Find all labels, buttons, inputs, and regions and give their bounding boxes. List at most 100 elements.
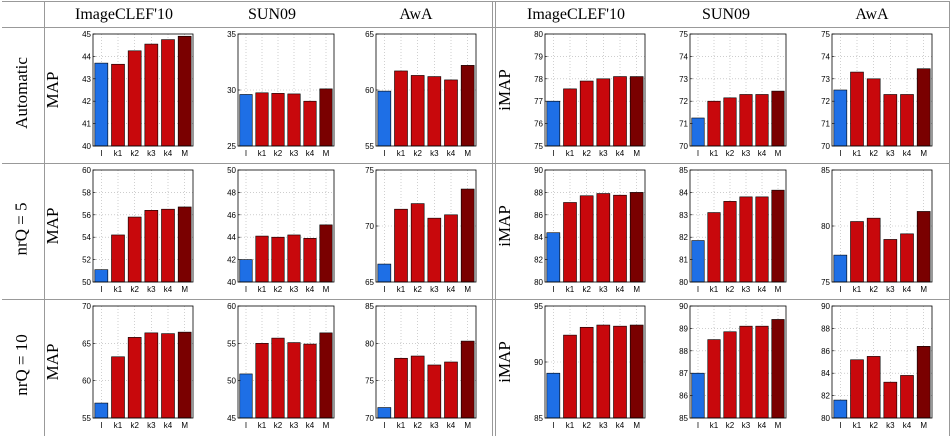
bar-k1 (394, 357, 408, 419)
x-tick-label: k3 (290, 285, 299, 294)
x-tick-label: k1 (853, 421, 862, 430)
y-tick-label: 40 (227, 278, 236, 287)
x-tick-label: k2 (274, 285, 283, 294)
bar-M (629, 76, 644, 147)
bar-k4 (613, 194, 627, 283)
y-tick-label: 30 (227, 86, 236, 95)
axis-frame (237, 305, 335, 419)
x-tick-label: k1 (853, 285, 862, 294)
x-tick-label: I (100, 421, 102, 430)
x-tick-label: k3 (742, 285, 751, 294)
x-tick-label: I (245, 149, 247, 158)
x-tick-label: k4 (164, 421, 173, 430)
x-tick-label: k1 (853, 149, 862, 158)
bar-I (239, 259, 253, 283)
x-tick-label: k2 (413, 149, 422, 158)
bar-k3 (883, 94, 898, 147)
y-tick-label: 85 (365, 302, 374, 311)
x-tick-label: I (697, 149, 699, 158)
x-tick-label: k4 (447, 421, 456, 430)
y-tick-label: 60 (227, 302, 236, 311)
x-tick-label: k2 (726, 421, 735, 430)
bar-k2 (271, 337, 285, 419)
axis-frame (831, 33, 933, 147)
y-tick-label: 73 (679, 75, 688, 84)
y-tick-label: 44 (227, 233, 236, 242)
row-label-automatic: Automatic (12, 57, 32, 129)
bar-k2 (127, 216, 142, 283)
bar-I (377, 407, 392, 419)
x-tick-label: I (383, 149, 385, 158)
y-tick-label: 80 (534, 30, 543, 39)
bar-k3 (427, 364, 442, 419)
y-tick-label: 41 (82, 120, 91, 129)
bar-k3 (883, 381, 898, 419)
bar-k1 (111, 234, 125, 283)
bar-k4 (161, 333, 175, 419)
x-tick-label: k2 (869, 149, 878, 158)
y-tick-label: 79 (534, 52, 543, 61)
bar-chart: 85 86 87 88 89 90 I k1 k2 k3 k4 M (679, 302, 787, 430)
bar-k3 (144, 43, 159, 147)
bar-k2 (410, 203, 425, 283)
y-tick-label: 82 (821, 392, 830, 401)
x-tick-label: k1 (114, 421, 123, 430)
x-tick-label: k3 (599, 421, 608, 430)
bar-k4 (755, 325, 769, 419)
y-tick-label: 74 (679, 52, 688, 61)
y-tick-label: 58 (82, 188, 91, 197)
bar-k1 (707, 100, 721, 147)
bar-I (833, 89, 848, 147)
x-tick-label: k4 (616, 285, 625, 294)
x-tick-label: k1 (566, 421, 575, 430)
x-tick-label: M (920, 285, 927, 294)
y-tick-label: 86 (821, 347, 830, 356)
x-tick-label: k4 (164, 285, 173, 294)
y-tick-label: 74 (821, 52, 830, 61)
bar-k3 (739, 325, 753, 419)
y-tick-label: 45 (227, 414, 236, 423)
bar-chart: 55 60 65 I k1 k2 k3 k4 M (365, 30, 477, 158)
bar-k3 (883, 239, 898, 283)
y-tick-label: 87 (679, 369, 688, 378)
y-tick-label: 75 (821, 30, 830, 39)
y-axis-title: iMAP (495, 205, 514, 247)
x-tick-label: M (323, 285, 330, 294)
axis-frame (92, 169, 194, 283)
x-tick-label: k4 (758, 149, 767, 158)
bar-k1 (707, 339, 721, 419)
x-tick-label: I (245, 421, 247, 430)
bar-k2 (127, 337, 142, 419)
column-header-awa-map: AwA (399, 6, 433, 23)
y-axis-title: MAP (43, 72, 62, 109)
x-tick-label: M (775, 149, 782, 158)
y-tick-label: 80 (365, 339, 374, 348)
x-tick-label: M (181, 149, 188, 158)
bar-k4 (755, 94, 769, 147)
y-tick-label: 82 (534, 256, 543, 265)
bar-k4 (303, 238, 317, 283)
bar-k2 (271, 236, 285, 283)
bar-chart: 70 75 80 85 I k1 k2 k3 k4 M (365, 302, 477, 430)
y-tick-label: 75 (679, 30, 688, 39)
y-tick-label: 81 (679, 256, 688, 265)
y-tick-label: 55 (227, 339, 236, 348)
y-tick-label: 75 (365, 377, 374, 386)
y-tick-label: 84 (821, 369, 830, 378)
x-tick-label: M (464, 421, 471, 430)
y-tick-label: 44 (82, 52, 91, 61)
y-tick-label: 85 (821, 166, 830, 175)
x-tick-label: k3 (599, 285, 608, 294)
bar-k1 (255, 343, 269, 419)
x-tick-label: M (323, 421, 330, 430)
bar-k2 (723, 201, 737, 283)
bar-k1 (563, 334, 577, 419)
y-tick-label: 80 (534, 278, 543, 287)
x-tick-label: k2 (726, 285, 735, 294)
